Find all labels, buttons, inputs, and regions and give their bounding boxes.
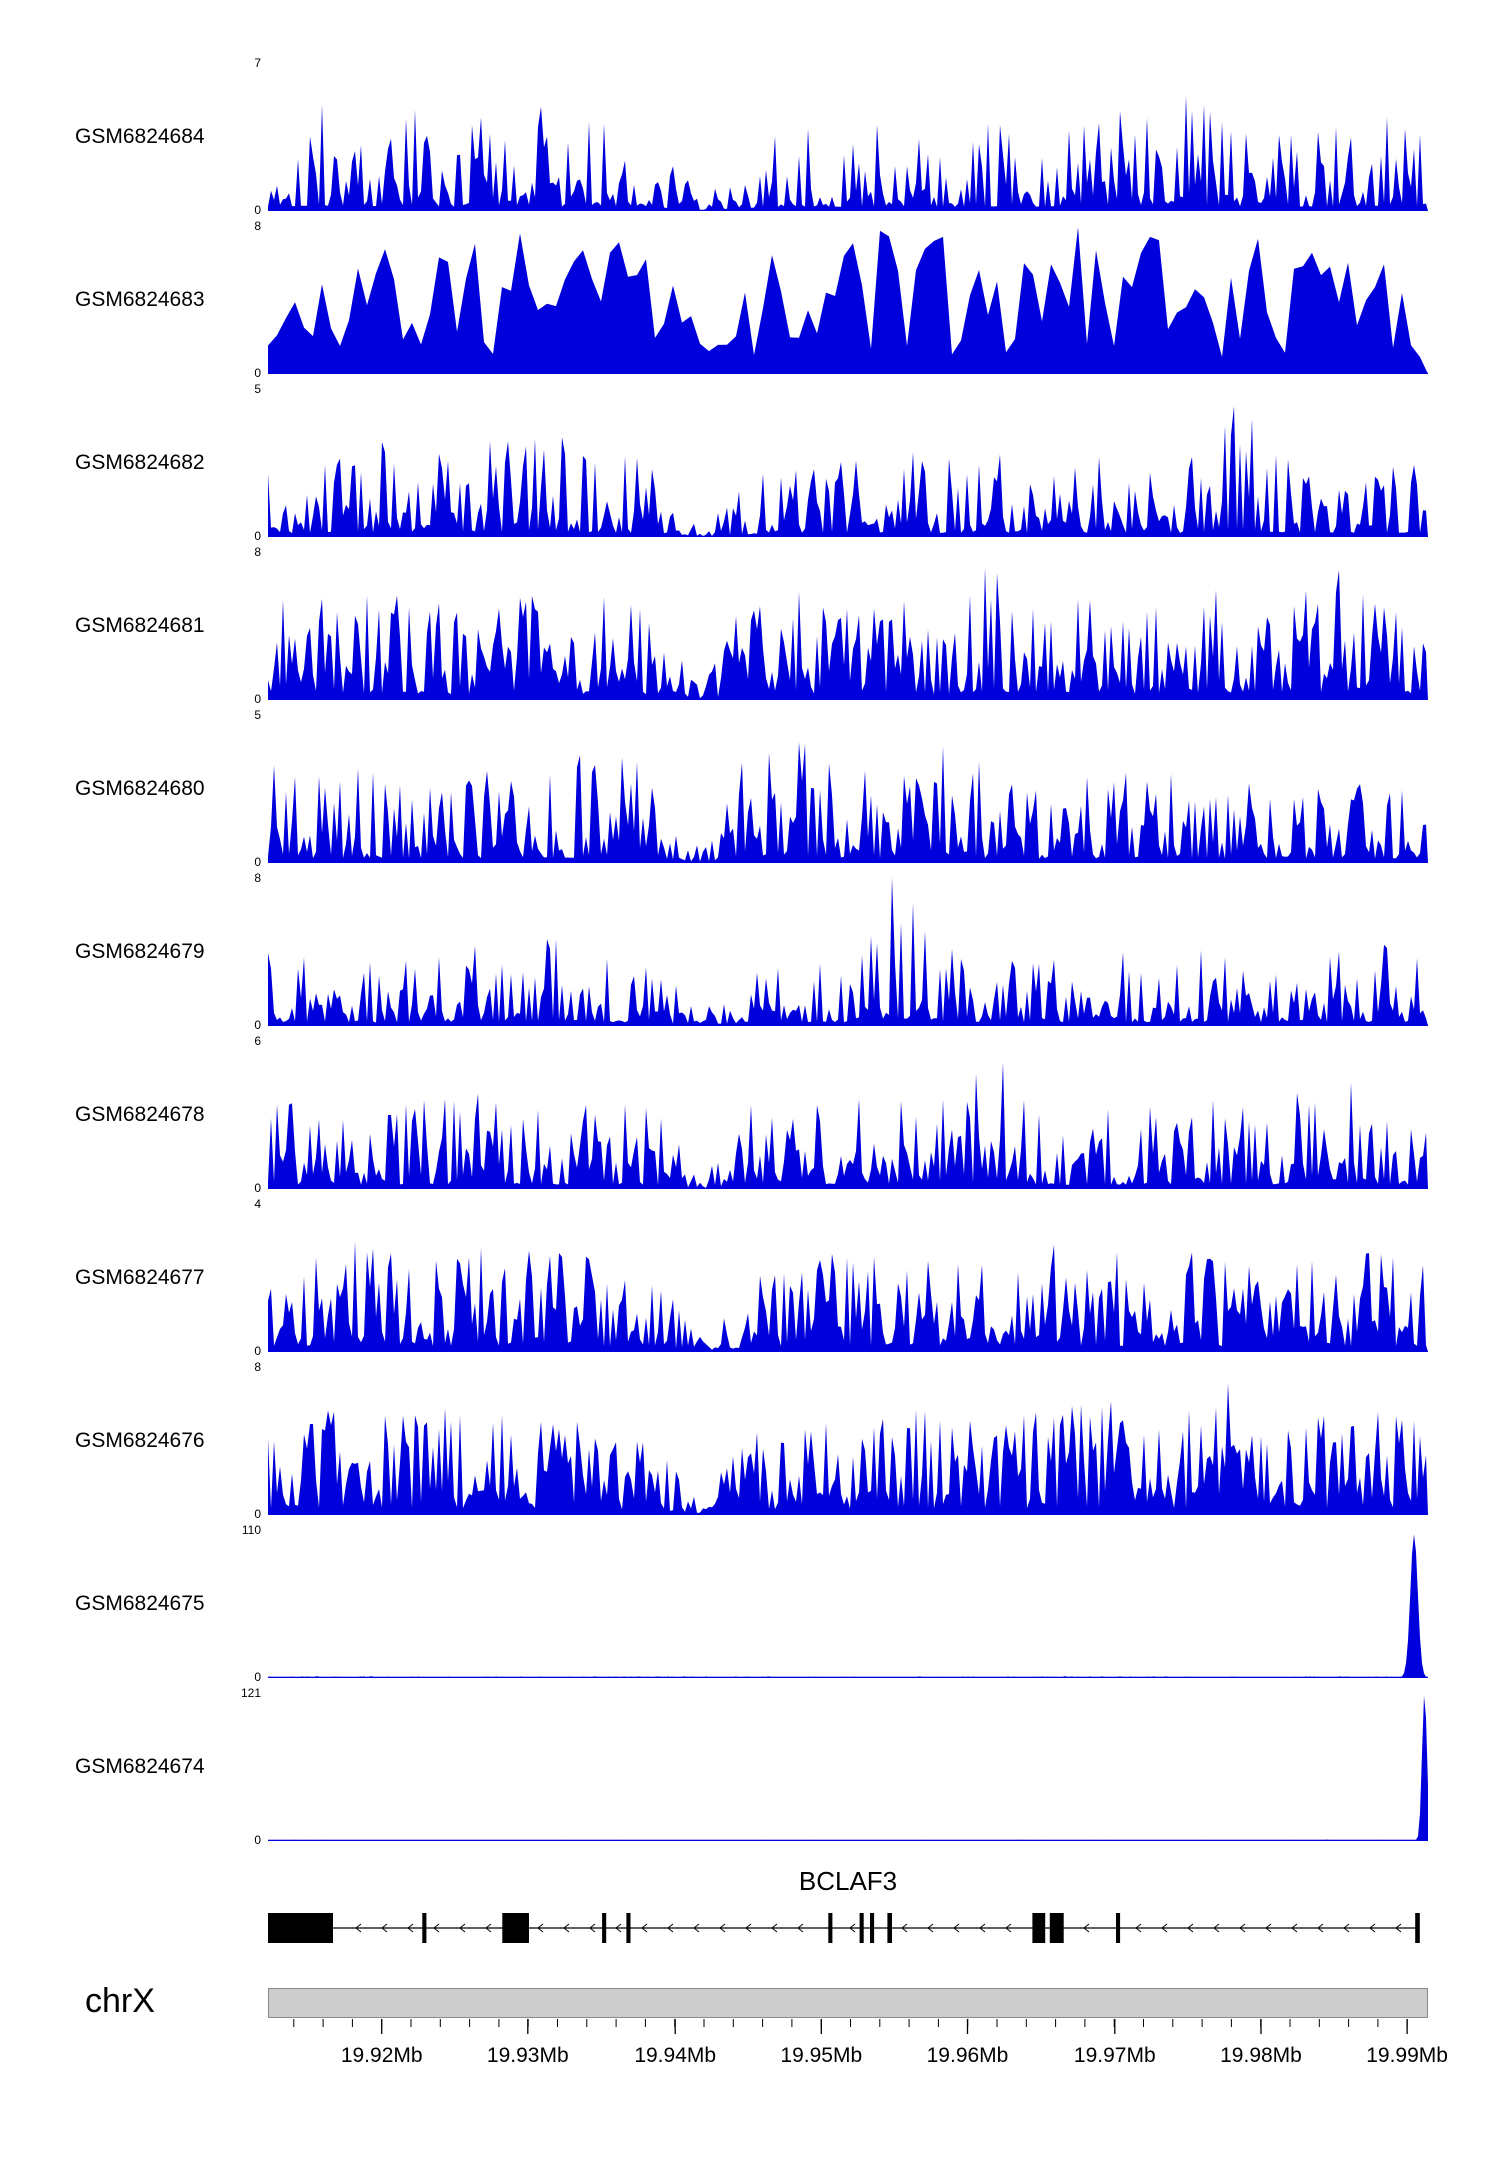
track-ymax-label: 4: [254, 1197, 261, 1211]
gene-name-label: BCLAF3: [798, 1866, 898, 1896]
track-ymin-label: 0: [254, 692, 261, 706]
track-ymax-label: 8: [254, 1360, 261, 1374]
track-sample-label: GSM6824675: [75, 1591, 205, 1615]
coverage-signal: [268, 877, 1428, 1026]
coverage-signal: [268, 1383, 1428, 1515]
coverage-signal: [268, 1695, 1428, 1841]
axis-tick-label: 19.97Mb: [1073, 2044, 1156, 2067]
coordinate-axis-labels: 19.92Mb 19.93Mb 19.94Mb 19.95Mb 19.96Mb 19.97…: [268, 2044, 1448, 2070]
track-ymax-label: 5: [254, 382, 261, 396]
track-row: GSM6824683 8 0: [0, 220, 1428, 379]
axis-tick-label: 19.96Mb: [926, 2044, 1009, 2067]
track-ymin-label: 0: [254, 529, 261, 543]
coverage-signal: [268, 406, 1428, 537]
track-ymax-label: 8: [254, 545, 261, 559]
track-row: GSM6824676 8 0: [0, 1361, 1428, 1520]
coverage-signal: [268, 1241, 1428, 1352]
track-sample-label: GSM6824676: [75, 1428, 205, 1452]
track-plot-area: 110 0: [242, 1524, 1428, 1683]
track-ymin-label: 0: [254, 366, 261, 380]
track-ymin-label: 0: [254, 203, 261, 217]
track-row: GSM6824680 5 0: [0, 709, 1428, 868]
axis-tick-label: 19.95Mb: [780, 2044, 863, 2067]
track-row: GSM6824678 6 0: [0, 1035, 1428, 1194]
track-ymax-label: 5: [254, 708, 261, 722]
chromosome-label: chrX: [85, 1982, 155, 2020]
track-plot-area: 121 0: [241, 1687, 1428, 1846]
axis-tick-label: 19.92Mb: [340, 2044, 423, 2067]
track-sample-label: GSM6824681: [75, 613, 205, 637]
axis-tick-label: 19.94Mb: [634, 2044, 717, 2067]
track-row: GSM6824682 5 0: [0, 383, 1428, 542]
track-ymin-label: 0: [254, 855, 261, 869]
track-sample-label: GSM6824674: [75, 1754, 205, 1778]
track-row: GSM6824677 4 0: [0, 1198, 1428, 1357]
track-row: GSM6824684 7 0: [0, 57, 1428, 216]
track-ymin-label: 0: [254, 1181, 261, 1195]
track-sample-label: GSM6824684: [75, 124, 205, 148]
track-sample-label: GSM6824682: [75, 450, 205, 474]
coverage-signal: [268, 1062, 1428, 1189]
track-ymax-label: 8: [254, 219, 261, 233]
track-sample-label: GSM6824678: [75, 1102, 205, 1126]
track-sample-label: GSM6824680: [75, 776, 205, 800]
axis-tick-label: 19.99Mb: [1366, 2044, 1448, 2067]
track-sample-label: GSM6824677: [75, 1265, 205, 1289]
track-sample-label: GSM6824683: [75, 287, 205, 311]
coverage-signal: [268, 95, 1428, 211]
track-ymax-label: 121: [240, 1686, 261, 1700]
coverage-signal: [268, 227, 1428, 374]
track-ymin-label: 0: [254, 1507, 261, 1521]
track-ymin-label: 0: [254, 1670, 261, 1684]
track-ymax-label: 6: [254, 1034, 261, 1048]
coverage-signal: [268, 567, 1428, 700]
track-ymin-label: 0: [254, 1344, 261, 1358]
chromosome-ideogram-bar: [268, 1988, 1428, 2018]
track-sample-label: GSM6824679: [75, 939, 205, 963]
track-row: GSM6824674 121 0: [0, 1687, 1428, 1846]
gene-model-track: [268, 1913, 1420, 1943]
coverage-signal: [268, 1534, 1428, 1678]
track-row: GSM6824675 110 0: [0, 1524, 1428, 1683]
track-ymin-label: 0: [254, 1018, 261, 1032]
axis-tick-label: 19.93Mb: [486, 2044, 569, 2067]
track-ymax-label: 8: [254, 871, 261, 885]
track-row: GSM6824681 8 0: [0, 546, 1428, 705]
coordinate-axis-ticks: [293, 2019, 1408, 2034]
axis-tick-label: 19.98Mb: [1220, 2044, 1302, 2067]
track-ymin-label: 0: [254, 1833, 261, 1847]
coverage-signal: [268, 742, 1428, 863]
track-ymax-label: 110: [241, 1523, 261, 1537]
track-row: GSM6824679 8 0: [0, 872, 1428, 1031]
coverage-tracks: GSM6824684 7 0 GSM6824683 8 0 GSM6824682 5 0 GSM6…: [0, 57, 1428, 1855]
track-ymax-label: 7: [254, 56, 261, 70]
